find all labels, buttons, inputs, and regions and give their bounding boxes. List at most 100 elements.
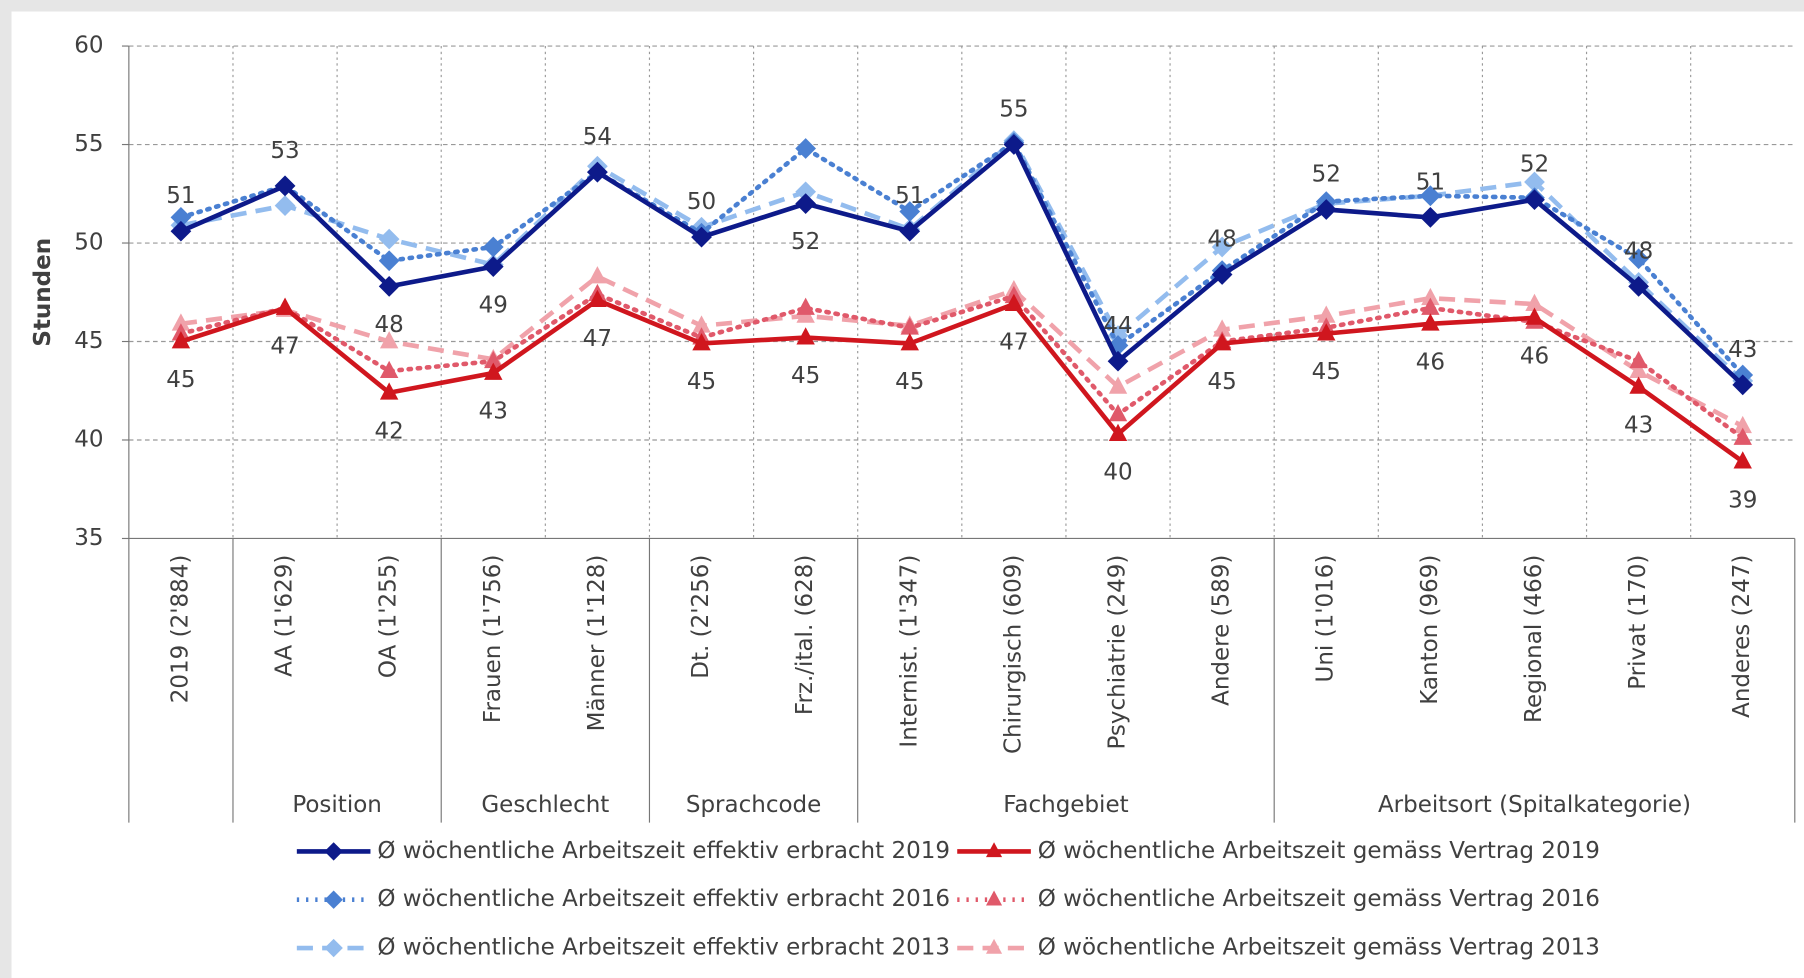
x-tick-label: Privat (170) (1625, 555, 1651, 690)
data-point (588, 266, 607, 284)
legend-marker (985, 890, 1003, 906)
data-label: 45 (1207, 369, 1236, 395)
data-point (899, 201, 921, 222)
data-point (796, 297, 815, 315)
data-label: 52 (1520, 152, 1549, 178)
data-point (1733, 415, 1752, 434)
data-point (1525, 293, 1544, 311)
data-point (1421, 313, 1440, 331)
y-tick-label: 50 (74, 230, 103, 256)
data-point (692, 315, 711, 333)
data-point (1421, 297, 1440, 315)
x-tick-label: Internist. (1'347) (896, 555, 922, 748)
data-point (1108, 423, 1128, 441)
group-label: Arbeitsort (Spitalkategorie) (1378, 792, 1691, 818)
data-label: 51 (166, 183, 195, 209)
y-tick-label: 45 (74, 328, 103, 354)
data-point (378, 250, 400, 272)
x-tick-label: Chirurgisch (609) (1000, 555, 1026, 754)
data-label: 52 (1312, 162, 1341, 188)
x-tick-label: Kanton (969) (1417, 555, 1443, 705)
data-label: 55 (999, 97, 1028, 123)
data-point (899, 220, 921, 242)
data-label: 47 (999, 330, 1028, 356)
data-label: 45 (687, 369, 716, 395)
data-label: 44 (1103, 313, 1132, 339)
data-point (482, 256, 504, 278)
data-point (1107, 350, 1129, 372)
data-label: 50 (687, 189, 716, 215)
series-line (180, 297, 1745, 464)
data-point (1420, 185, 1441, 207)
data-label: 40 (1103, 460, 1132, 486)
data-point (1212, 319, 1232, 337)
group-label: Sprachcode (686, 792, 821, 818)
legend-marker (324, 938, 343, 958)
data-label: 51 (895, 183, 924, 209)
data-point (587, 161, 608, 183)
legend-label: Ø wöchentliche Arbeitszeit gemäss Vertra… (1038, 838, 1600, 864)
data-point (1211, 264, 1233, 285)
y-tick-label: 60 (74, 33, 103, 59)
data-point (1004, 293, 1024, 311)
data-point (900, 333, 919, 351)
data-point (795, 181, 816, 203)
x-tick-label: Regional (466) (1521, 555, 1547, 723)
data-label: 47 (583, 326, 612, 352)
x-tick-label: AA (1'629) (272, 555, 298, 677)
data-point (1733, 451, 1752, 469)
legend-label: Ø wöchentliche Arbeitszeit effektiv erbr… (377, 838, 950, 864)
x-tick-label: Psychiatrie (249) (1105, 555, 1131, 750)
data-label: 51 (1416, 169, 1445, 195)
y-axis-label: Stunden (30, 238, 56, 347)
data-label: 43 (479, 399, 508, 425)
data-label: 39 (1728, 487, 1757, 513)
x-tick-label: OA (1'255) (376, 555, 402, 679)
group-label: Geschlecht (481, 792, 609, 818)
data-point (275, 297, 295, 315)
y-tick-label: 55 (74, 131, 103, 157)
x-tick-label: Andere (589) (1209, 555, 1235, 706)
data-point (379, 331, 399, 349)
legend-marker (985, 938, 1003, 954)
data-point (900, 317, 919, 335)
data-point (1524, 171, 1545, 193)
legend-label: Ø wöchentliche Arbeitszeit effektiv erbr… (377, 886, 950, 912)
data-point (1629, 350, 1648, 369)
data-point (171, 313, 191, 331)
legend-marker (324, 890, 343, 909)
data-label: 43 (1728, 337, 1757, 363)
data-point (1629, 376, 1648, 394)
data-label: 54 (583, 124, 612, 150)
y-tick-label: 40 (74, 426, 103, 452)
legend-label: Ø wöchentliche Arbeitszeit gemäss Vertra… (1038, 935, 1600, 961)
data-label: 46 (1520, 343, 1549, 369)
x-tick-label: 2019 (2'884) (167, 555, 193, 704)
data-label: 46 (1416, 349, 1445, 375)
data-point (484, 350, 503, 369)
legend-label: Ø wöchentliche Arbeitszeit effektiv erbr… (377, 935, 950, 961)
data-point (692, 333, 711, 351)
data-label: 53 (270, 138, 299, 164)
data-point (379, 360, 399, 378)
x-tick-label: Frauen (1'756) (480, 555, 506, 724)
group-label: Fachgebiet (1003, 792, 1128, 818)
data-point (1317, 323, 1336, 341)
x-tick-label: Frz./ital. (628) (792, 555, 818, 716)
series-line (178, 291, 1746, 441)
data-point (482, 236, 504, 258)
data-point (691, 226, 712, 248)
data-point (588, 289, 607, 308)
data-label: 45 (791, 363, 820, 389)
data-point (1108, 376, 1128, 394)
data-point (1212, 333, 1232, 351)
series-line (179, 140, 1745, 387)
data-label: 48 (1207, 227, 1236, 253)
data-point (1629, 360, 1648, 378)
y-tick-label: 35 (74, 525, 103, 551)
data-point (795, 193, 816, 214)
data-point (171, 331, 191, 349)
legend-marker (324, 842, 343, 861)
